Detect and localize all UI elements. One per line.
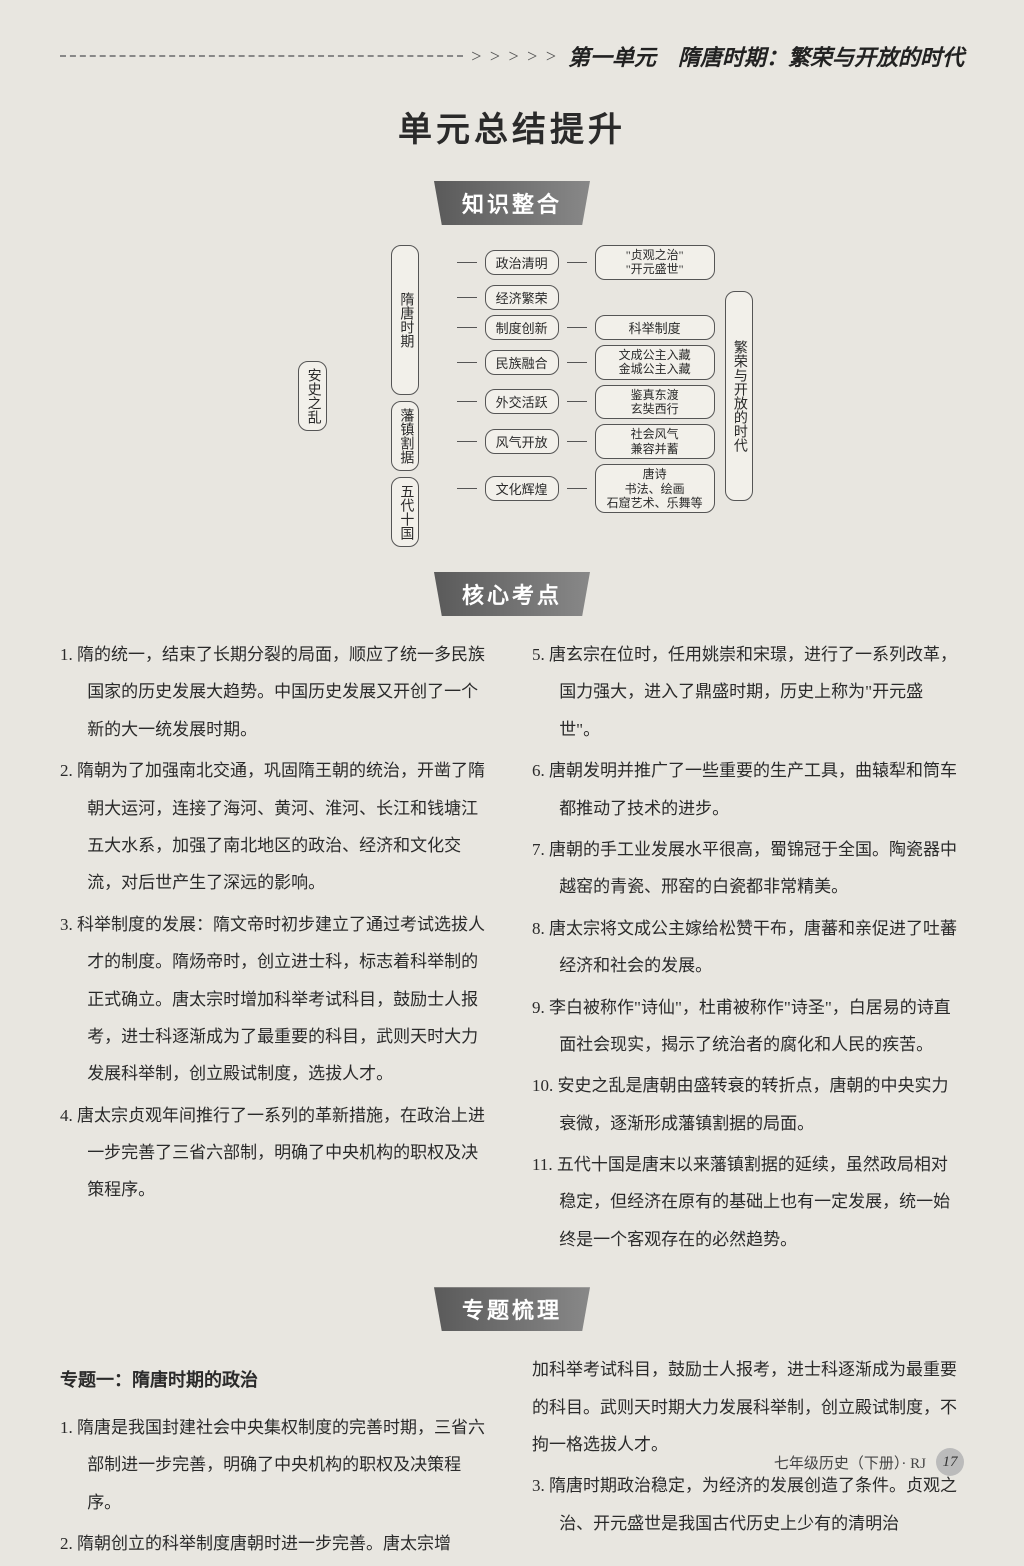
core-r-5: 5. 唐玄宗在位时，任用姚崇和宋璟，进行了一系列改革，国力强大，进入了鼎盛时期，… [532,636,964,748]
page-number: 17 [936,1448,964,1476]
core-r-9: 9. 李白被称作"诗仙"，杜甫被称作"诗圣"，白居易的诗直面社会现实，揭示了统治… [532,989,964,1064]
diag-r6b: 唐诗书法、绘画石窟艺术、乐舞等 [595,464,715,513]
diag-r1a: 经济繁荣 [485,285,559,310]
diag-right: 繁荣与开放的时代 [725,291,753,501]
diag-left-bottom: 五代十国 [391,477,419,547]
topic-l-2: 2. 隋朝创立的科举制度唐朝时进一步完善。唐太宗增 [60,1525,492,1562]
core-r-11: 11. 五代十国是唐末以来藩镇割据的延续，虽然政局相对稳定，但经济在原有的基础上… [532,1146,964,1258]
core-right: 5. 唐玄宗在位时，任用姚崇和宋璟，进行了一系列改革，国力强大，进入了鼎盛时期，… [532,636,964,1262]
diag-r6a: 文化辉煌 [485,476,559,501]
unit-title: 第一单元 隋唐时期：繁荣与开放的时代 [568,40,964,72]
page-header: > > > > > 第一单元 隋唐时期：繁荣与开放的时代 [60,40,964,72]
banner-knowledge-label: 知识整合 [434,181,590,225]
knowledge-diagram: 安史之乱 隋唐时期 藩镇割据 五代十国 政治清明 "贞观之治""开元盛世" 经济繁… [60,245,964,547]
diag-r2a: 制度创新 [485,315,559,340]
topic-l-1: 1. 隋唐是我国封建社会中央集权制度的完善时期，三省六部制进一步完善，明确了中央… [60,1409,492,1521]
core-left: 1. 隋的统一，结束了长期分裂的局面，顺应了统一多民族国家的历史发展大趋势。中国… [60,636,492,1262]
diag-r5b: 社会风气兼容并蓄 [595,424,715,459]
banner-topics-label: 专题梳理 [434,1287,590,1331]
banner-knowledge: 知识整合 [60,181,964,225]
diag-r4b: 鉴真东渡玄奘西行 [595,385,715,420]
banner-topics: 专题梳理 [60,1287,964,1331]
topic-r-3: 3. 隋唐时期政治稳定，为经济的发展创造了条件。贞观之治、开元盛世是我国古代历史… [532,1467,964,1542]
core-r-10: 10. 安史之乱是唐朝由盛转衰的转折点，唐朝的中央实力衰微，逐渐形成藩镇割据的局… [532,1067,964,1142]
diag-r0a: 政治清明 [485,250,559,275]
diag-side-anshi: 安史之乱 [298,361,326,431]
banner-core-label: 核心考点 [434,572,590,616]
topics-left: 专题一：隋唐时期的政治 1. 隋唐是我国封建社会中央集权制度的完善时期，三省六部… [60,1351,492,1566]
diag-r2b: 科举制度 [595,315,715,340]
header-dashline [60,55,463,57]
core-l-1: 1. 隋的统一，结束了长期分裂的局面，顺应了统一多民族国家的历史发展大趋势。中国… [60,636,492,748]
header-arrows: > > > > > [471,46,558,67]
main-title: 单元总结提升 [60,102,964,151]
core-l-3: 3. 科举制度的发展：隋文帝时初步建立了通过考试选拔人才的制度。隋炀帝时，创立进… [60,906,492,1093]
diag-r4a: 外交活跃 [485,389,559,414]
topic-r-cont: 加科举考试科目，鼓励士人报考，进士科逐渐成为最重要的科目。武则天时期大力发展科举… [532,1351,964,1463]
core-r-7: 7. 唐朝的手工业发展水平很高，蜀锦冠于全国。陶瓷器中越窑的青瓷、邢窑的白瓷都非… [532,831,964,906]
banner-core: 核心考点 [60,572,964,616]
diag-r0b: "贞观之治""开元盛世" [595,245,715,280]
diag-side-fanzhen: 藩镇割据 [391,401,419,471]
diag-r3a: 民族融合 [485,350,559,375]
core-points: 1. 隋的统一，结束了长期分裂的局面，顺应了统一多民族国家的历史发展大趋势。中国… [60,636,964,1262]
diag-r3b: 文成公主入藏金城公主入藏 [595,345,715,380]
diag-left-top: 隋唐时期 [391,245,419,395]
diag-r5a: 风气开放 [485,429,559,454]
core-r-6: 6. 唐朝发明并推广了一些重要的生产工具，曲辕犁和筒车都推动了技术的进步。 [532,752,964,827]
page-footer: 七年级历史（下册）· RJ 17 [774,1448,964,1476]
diag-mid: 政治清明 "贞观之治""开元盛世" 经济繁荣 制度创新 科举制度 民族融合 文成公主入… [457,245,715,547]
topic1-title: 专题一：隋唐时期的政治 [60,1361,492,1401]
core-l-4: 4. 唐太宗贞观年间推行了一系列的革新措施，在政治上进一步完善了三省六部制，明确… [60,1097,492,1209]
core-l-2: 2. 隋朝为了加强南北交通，巩固隋王朝的统治，开凿了隋朝大运河，连接了海河、黄河… [60,752,492,902]
footer-text: 七年级历史（下册）· RJ [774,1452,926,1473]
core-r-8: 8. 唐太宗将文成公主嫁给松赞干布，唐蕃和亲促进了吐蕃经济和社会的发展。 [532,910,964,985]
